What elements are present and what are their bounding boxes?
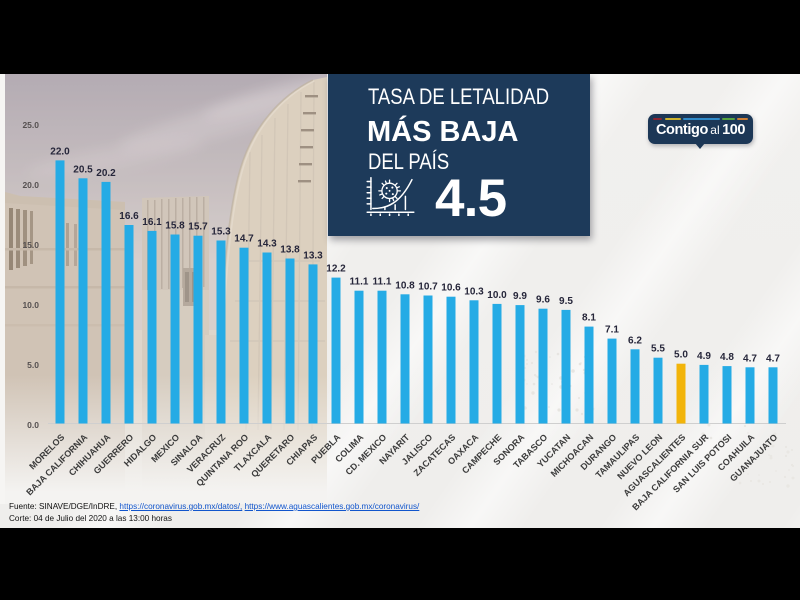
svg-text:22.0: 22.0 — [50, 146, 70, 157]
svg-text:0.0: 0.0 — [27, 420, 39, 430]
svg-text:8.1: 8.1 — [582, 313, 596, 324]
svg-text:16.1: 16.1 — [142, 217, 162, 228]
svg-text:9.5: 9.5 — [559, 296, 573, 307]
svg-text:15.0: 15.0 — [22, 240, 39, 250]
svg-text:6.2: 6.2 — [628, 335, 642, 346]
svg-text:4.8: 4.8 — [720, 352, 734, 363]
svg-text:4.7: 4.7 — [743, 353, 757, 364]
svg-text:16.6: 16.6 — [119, 211, 139, 222]
svg-text:13.3: 13.3 — [303, 250, 323, 261]
svg-text:10.8: 10.8 — [395, 280, 415, 291]
svg-text:14.3: 14.3 — [257, 239, 277, 250]
svg-text:15.8: 15.8 — [165, 221, 185, 232]
svg-text:5.0: 5.0 — [27, 360, 39, 370]
svg-text:10.3: 10.3 — [464, 286, 484, 297]
svg-text:10.6: 10.6 — [441, 283, 461, 294]
svg-text:10.0: 10.0 — [22, 300, 39, 310]
svg-text:11.1: 11.1 — [350, 277, 369, 288]
svg-text:20.0: 20.0 — [22, 180, 39, 190]
svg-text:7.1: 7.1 — [605, 325, 619, 336]
svg-text:12.2: 12.2 — [326, 264, 346, 275]
svg-text:5.0: 5.0 — [674, 350, 688, 361]
svg-text:10.7: 10.7 — [418, 282, 438, 293]
svg-text:11.1: 11.1 — [373, 277, 392, 288]
svg-text:14.7: 14.7 — [234, 234, 254, 245]
svg-text:13.8: 13.8 — [280, 245, 300, 256]
svg-text:9.9: 9.9 — [513, 291, 527, 302]
svg-text:4.7: 4.7 — [766, 353, 780, 364]
svg-text:15.7: 15.7 — [188, 222, 208, 233]
svg-text:9.6: 9.6 — [536, 295, 550, 306]
svg-text:15.3: 15.3 — [211, 227, 231, 238]
svg-text:10.0: 10.0 — [487, 290, 507, 301]
svg-text:20.5: 20.5 — [73, 164, 93, 175]
svg-text:4.9: 4.9 — [697, 351, 711, 362]
svg-text:20.2: 20.2 — [96, 168, 116, 179]
svg-text:25.0: 25.0 — [22, 120, 39, 130]
svg-text:5.5: 5.5 — [651, 344, 665, 355]
